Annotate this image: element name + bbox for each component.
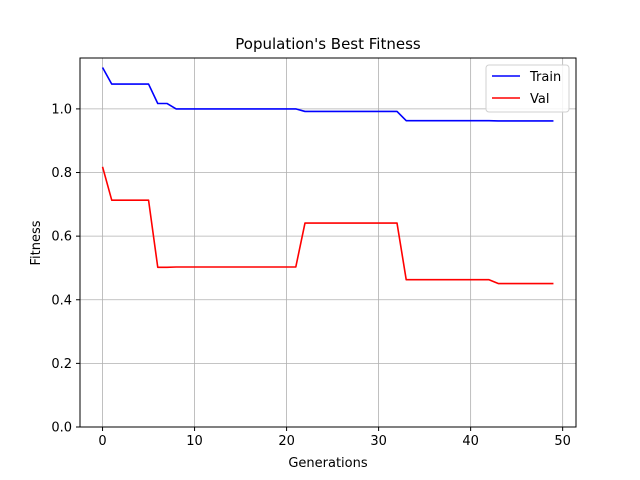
- x-tick-label: 50: [554, 434, 571, 449]
- grid: [80, 58, 576, 428]
- series-lines: [101, 67, 554, 285]
- legend-label-val: Val: [530, 92, 549, 107]
- y-tick-label: 0.0: [51, 421, 72, 436]
- x-tick-label: 10: [186, 434, 203, 449]
- x-tick-label: 40: [462, 434, 479, 449]
- axis-ticks: 0 10 20 30 40 50 0.0 0.2 0.4 0.6 0.8 1.0: [51, 102, 571, 449]
- legend: Train Val: [485, 64, 570, 113]
- x-tick-label: 30: [370, 434, 387, 449]
- y-tick-label: 0.8: [51, 166, 72, 181]
- series-line-val: [101, 166, 554, 285]
- y-tick-label: 1.0: [51, 102, 72, 117]
- y-tick-label: 0.4: [51, 293, 72, 308]
- series-line-train: [101, 67, 554, 122]
- x-axis-title: Generations: [288, 456, 368, 471]
- x-tick-label: 20: [278, 434, 295, 449]
- chart-title: Population's Best Fitness: [235, 35, 421, 53]
- x-tick-label: 0: [98, 434, 106, 449]
- legend-label-train: Train: [529, 70, 561, 85]
- y-tick-label: 0.2: [51, 357, 72, 372]
- y-tick-label: 0.6: [51, 230, 72, 245]
- y-axis-title: Fitness: [29, 220, 44, 265]
- plot-frame: [79, 57, 577, 428]
